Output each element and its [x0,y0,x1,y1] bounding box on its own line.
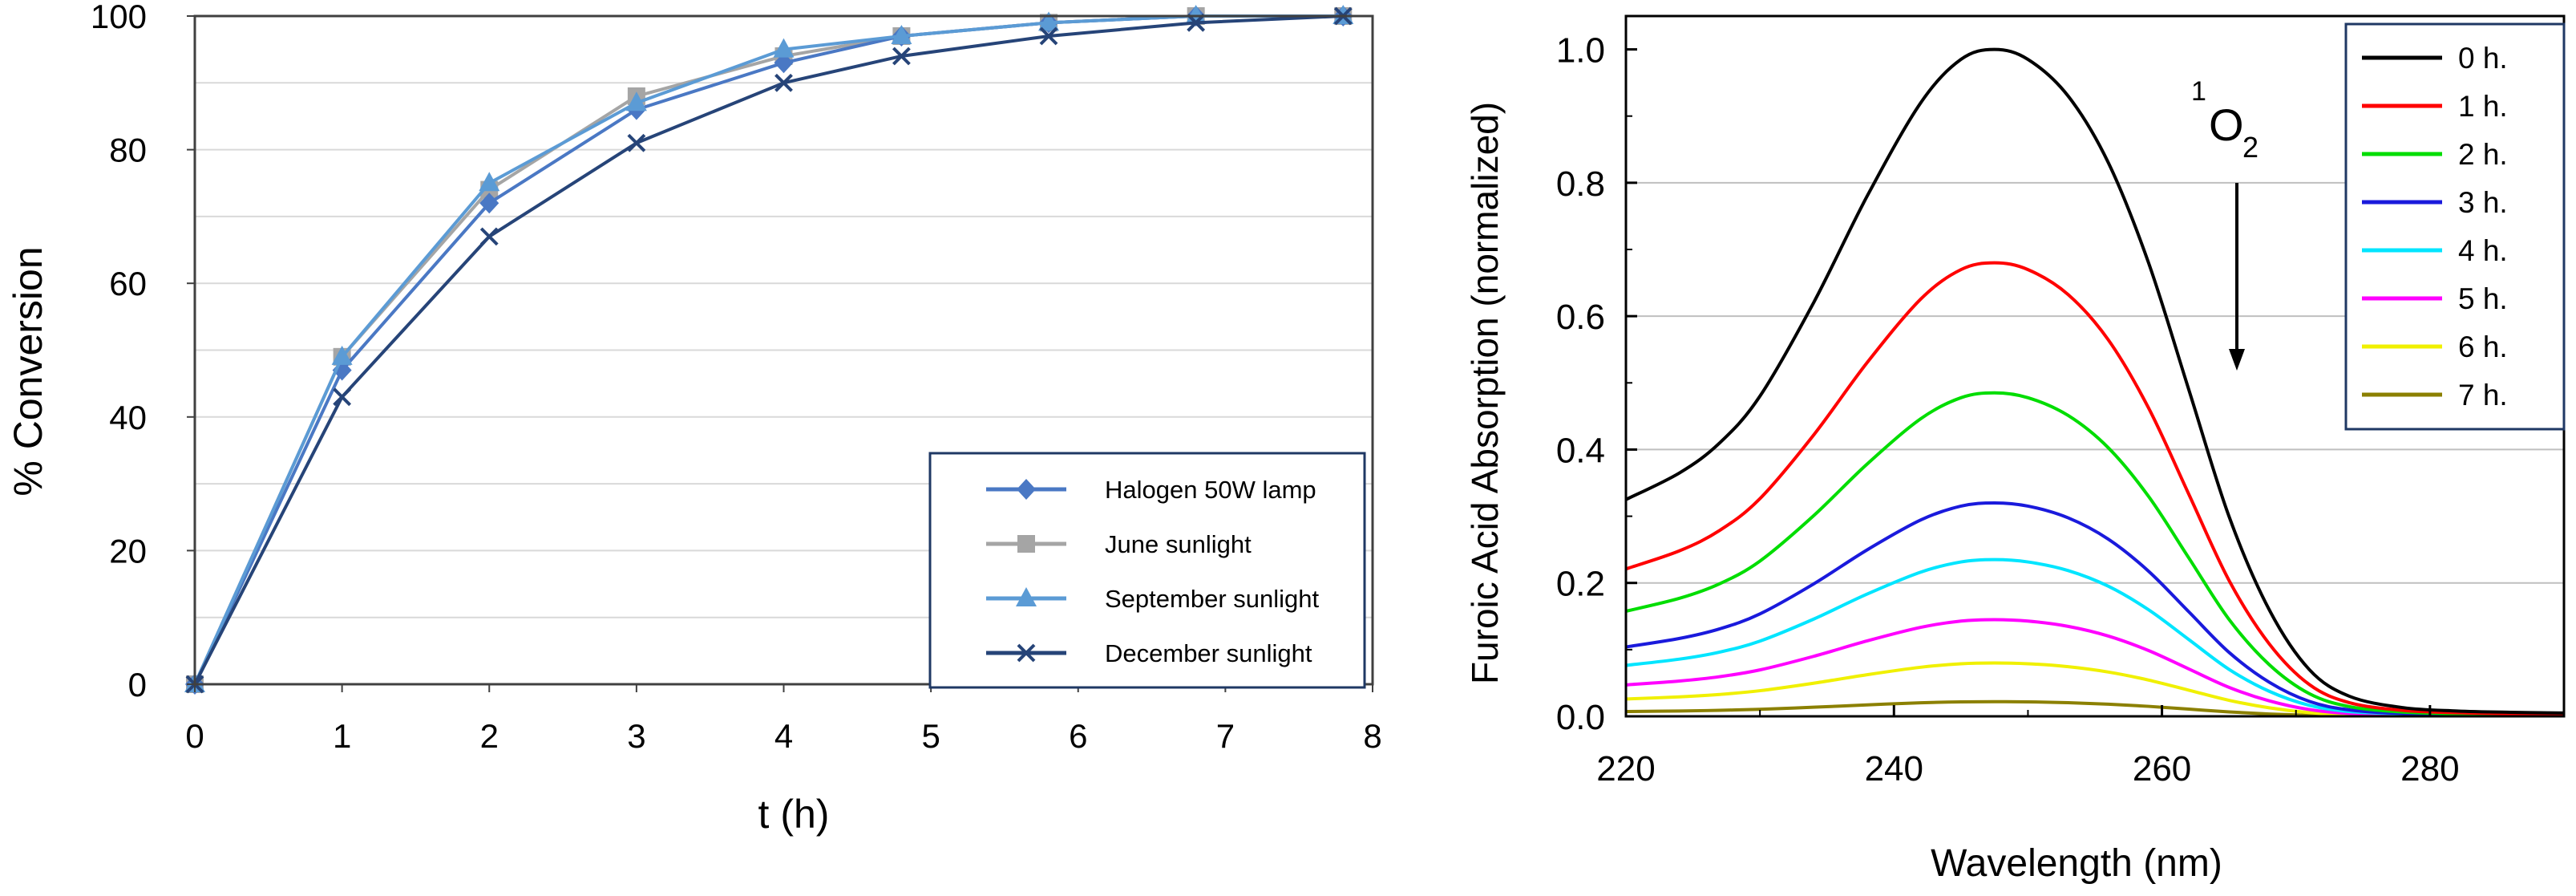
data-point-marker [1017,535,1035,553]
x-tick-label: 240 [1865,749,1923,789]
data-point-marker [892,47,911,66]
spectrum-2h [1625,391,2564,716]
legend-label: September sunlight [1105,585,1319,613]
left-x-axis-label: t (h) [758,792,830,837]
right-x-axis-label: Wavelength (nm) [1931,842,2222,885]
y-tick-label: 0.6 [1556,298,1605,337]
data-point-marker [1038,11,1060,31]
x-tick-label: 4 [774,717,793,755]
y-tick-label: 0.8 [1556,164,1605,204]
y-tick-label: 1.0 [1556,31,1605,71]
left-legend: Halogen 50W lamp June sunlight September s… [928,452,1366,689]
data-point-marker [774,73,793,92]
data-point-marker [1039,26,1058,46]
data-point-marker [1017,643,1036,663]
legend-label: 5 h. [2458,282,2508,315]
y-tick-label: 0.0 [1556,698,1605,737]
singlet-oxygen-annotation: 1O2 [2191,76,2259,371]
x-tick-label: 260 [2133,749,2191,789]
annotation-text: O [2209,99,2244,150]
data-point-marker [625,91,647,111]
left-series-group [184,5,1354,695]
legend-entry: 4 h. [2362,234,2508,267]
legend-label: 7 h. [2458,379,2508,412]
legend-label: 2 h. [2458,138,2508,171]
spectrum-3h [1625,501,2564,716]
y-tick-label: 60 [109,265,147,302]
annotation-superscript: 1 [2191,76,2206,107]
y-tick-label: 0.2 [1556,565,1605,604]
legend-entry: June sunlight [986,530,1252,558]
data-point-marker [627,133,646,152]
conversion-chart: 0 20 40 60 80 100 0 1 2 3 4 5 6 7 8 t (h) % Conversion… [6,0,1382,837]
legend-label: 4 h. [2458,234,2508,267]
data-point-marker [774,52,794,74]
legend-entry: 3 h. [2362,186,2508,219]
legend-label: 6 h. [2458,330,2508,363]
data-point-marker [891,24,912,44]
spectrum-5h [1625,618,2564,716]
x-tick-label: 8 [1363,717,1381,755]
legend-label: December sunlight [1105,639,1312,667]
y-tick-label: 0 [128,666,147,703]
y-tick-label: 80 [109,132,147,169]
right-axes: 0.0 0.2 0.4 0.6 0.8 1.0 220 240 260 280 [1556,14,2566,789]
x-tick-label: 3 [627,717,645,755]
legend-entry: 5 h. [2362,282,2508,315]
legend-label: June sunlight [1105,530,1252,558]
legend-label: 0 h. [2458,42,2508,75]
down-arrow-head [2229,349,2245,371]
legend-entry: 2 h. [2362,138,2508,171]
y-tick-label: 0.4 [1556,431,1605,470]
spectrum-1h [1625,261,2565,716]
data-point-marker [333,387,352,407]
y-tick-label: 100 [91,0,147,35]
legend-entry: December sunlight [986,639,1312,667]
legend-entry: Halogen 50W lamp [986,476,1316,504]
data-point-marker [331,345,353,365]
legend-entry: 6 h. [2362,330,2508,363]
legend-entry: September sunlight [986,585,1319,613]
legend-label: 1 h. [2458,90,2508,123]
y-tick-label: 40 [109,399,147,436]
x-tick-label: 220 [1596,749,1655,789]
legend-box [928,452,1366,689]
x-tick-label: 0 [185,717,204,755]
data-point-marker [1016,587,1037,606]
legend-box [2344,22,2566,431]
data-point-marker [1017,479,1036,500]
data-point-marker [479,227,499,246]
left-axes: 0 20 40 60 80 100 0 1 2 3 4 5 6 7 8 [91,0,1382,755]
x-tick-label: 5 [921,717,940,755]
data-point-marker [1187,13,1206,32]
legend-entry: 7 h. [2362,379,2508,412]
right-y-axis-label: Furoic Acid Absorption (normalized) [1464,102,1506,684]
y-tick-label: 20 [109,532,147,570]
absorption-chart: 0.0 0.2 0.4 0.6 0.8 1.0 220 240 260 280 Wavelengt… [1464,14,2566,885]
x-tick-label: 7 [1216,717,1235,755]
legend-entry: 0 h. [2362,42,2508,75]
legend-entry: 1 h. [2362,90,2508,123]
right-series-group [1625,47,2565,718]
left-y-axis-label: % Conversion [6,246,51,496]
legend-label: 3 h. [2458,186,2508,219]
data-point-marker [773,38,795,58]
data-point-marker [479,172,500,192]
x-tick-label: 2 [480,717,499,755]
data-point-marker [479,193,499,214]
right-legend: 0 h. 1 h. 2 h. 3 h. 4 h. 5 h. 6 h. 7 h. [2344,22,2566,431]
x-tick-label: 280 [2400,749,2459,789]
spectrum-0h [1625,47,2565,715]
spectrum-6h [1625,661,2564,717]
x-tick-label: 1 [333,717,351,755]
x-tick-label: 6 [1069,717,1087,755]
legend-label: Halogen 50W lamp [1105,476,1316,504]
annotation-subscript: 2 [2242,131,2259,164]
